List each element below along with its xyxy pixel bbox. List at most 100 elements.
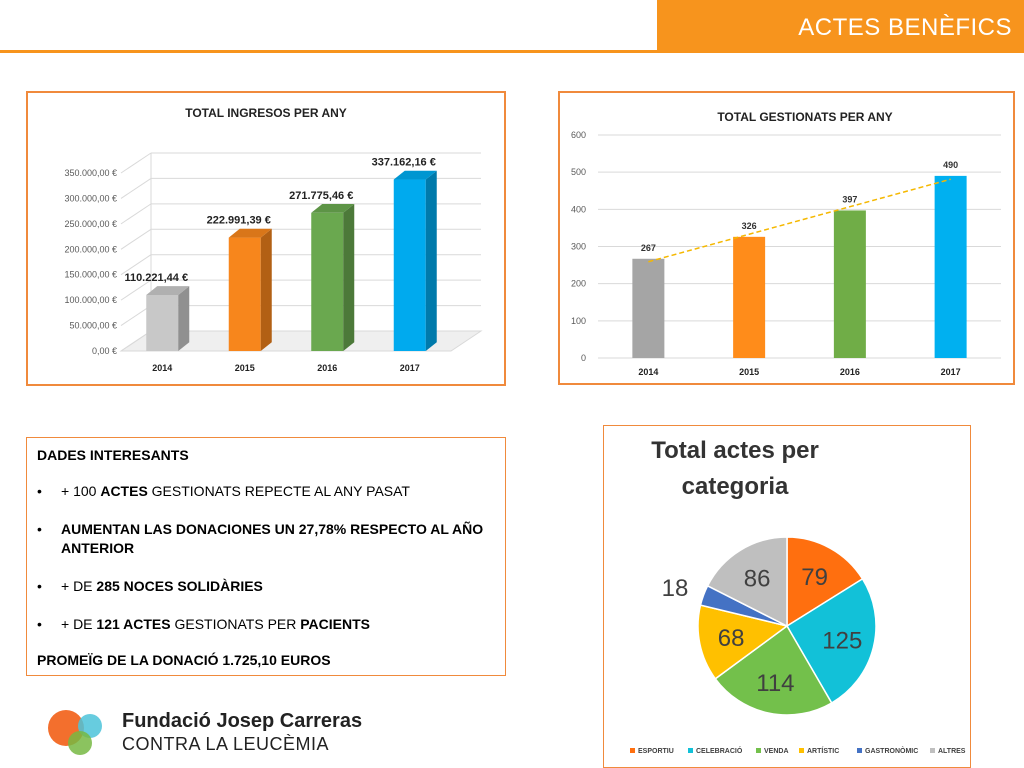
logo-fundacio: Fundació Josep Carreras CONTRA LA LEUCÈM… bbox=[46, 708, 366, 758]
header-band: ACTES BENÈFICS bbox=[657, 0, 1024, 53]
chart-title: TOTAL INGRESOS PER ANY bbox=[185, 106, 347, 120]
dades-item-text: GESTIONATS REPECTE AL ANY PASAT bbox=[147, 483, 410, 499]
bar-front bbox=[146, 294, 179, 351]
x-tick-label: 2015 bbox=[739, 367, 759, 377]
gridline-side bbox=[120, 203, 152, 225]
bar-top bbox=[146, 286, 190, 295]
header-divider-line bbox=[0, 50, 660, 53]
dades-item-bold: AUMENTAN LAS DONACIONES UN 27,78% RESPEC… bbox=[61, 521, 484, 556]
pie-data-label: 114 bbox=[756, 670, 794, 697]
legend-label: ESPORTIU bbox=[638, 748, 674, 755]
dades-item-text: + DE bbox=[61, 616, 97, 632]
chart-title: TOTAL GESTIONATS PER ANY bbox=[717, 110, 892, 124]
y-tick-label: 250.000,00 € bbox=[64, 219, 117, 229]
y-tick-label: 200.000,00 € bbox=[64, 244, 117, 254]
pie-slice bbox=[786, 536, 864, 628]
bar-side bbox=[425, 170, 437, 351]
data-label: 110.221,44 € bbox=[124, 272, 188, 284]
legend-swatch bbox=[756, 748, 761, 753]
legend-swatch bbox=[930, 748, 935, 753]
pie-slice bbox=[714, 624, 833, 716]
y-tick-label: 500 bbox=[571, 167, 586, 177]
bar-front bbox=[311, 212, 344, 351]
pie-slice bbox=[697, 604, 789, 680]
x-tick-label: 2015 bbox=[235, 363, 255, 373]
y-tick-label: 100.000,00 € bbox=[64, 295, 117, 305]
chart-total-ingresos: TOTAL INGRESOS PER ANY 0,00 € 50.000,00 € 1… bbox=[26, 91, 506, 386]
y-tick-label: 0,00 € bbox=[92, 346, 117, 356]
bar-side bbox=[260, 228, 272, 351]
bullet-icon: • bbox=[37, 483, 42, 499]
y-tick-label: 0 bbox=[581, 353, 586, 363]
pie-data-label: 125 bbox=[822, 628, 862, 655]
dades-item: • + DE 121 ACTES GESTIONATS PER PACIENTS bbox=[37, 615, 497, 634]
bullet-icon: • bbox=[37, 578, 42, 594]
bar-side bbox=[343, 203, 355, 351]
legend-label: ARTÍSTIC bbox=[807, 746, 839, 755]
y-tick-label: 300 bbox=[571, 242, 586, 252]
pie-slice bbox=[785, 577, 877, 705]
legend-swatch bbox=[630, 748, 635, 753]
x-tick-label: 2014 bbox=[152, 363, 172, 373]
pie-data-label: 79 bbox=[801, 564, 828, 591]
bar-top bbox=[228, 228, 272, 238]
x-tick-label: 2016 bbox=[317, 363, 337, 373]
legend-label: ALTRES bbox=[938, 748, 966, 755]
dades-footer: PROMEÏG DE LA DONACIÓ 1.725,10 EUROS bbox=[37, 652, 331, 668]
bar-top bbox=[311, 203, 355, 213]
chart-actes-categoria: Total actes per categoria 79 125 114 68 18 86 ES… bbox=[603, 425, 971, 768]
dades-item: • + 100 ACTES GESTIONATS REPECTE AL ANY P… bbox=[37, 482, 497, 501]
data-label: 490 bbox=[943, 160, 958, 170]
logo-text-name: Fundació Josep Carreras bbox=[122, 710, 363, 732]
dades-list: • + 100 ACTES GESTIONATS REPECTE AL ANY P… bbox=[37, 482, 497, 653]
x-tick-label: 2017 bbox=[400, 363, 420, 373]
dades-item-bold: 121 ACTES bbox=[96, 616, 171, 632]
gridline-side bbox=[120, 305, 152, 326]
data-label: 337.162,16 € bbox=[372, 157, 436, 169]
dades-title: DADES INTERESANTS bbox=[37, 447, 189, 463]
chart-title: categoria bbox=[682, 473, 789, 500]
page-title: ACTES BENÈFICS bbox=[798, 14, 1012, 41]
pie-data-label: 18 bbox=[662, 575, 689, 602]
dades-item: • + DE 285 NOCES SOLIDÀRIES bbox=[37, 577, 497, 596]
pie-data-label: 86 bbox=[744, 565, 771, 592]
y-tick-label: 50.000,00 € bbox=[69, 321, 117, 331]
dades-item-bold: ACTES bbox=[100, 483, 148, 499]
legend-label: VENDA bbox=[764, 748, 789, 755]
data-label: 267 bbox=[641, 243, 656, 253]
bar bbox=[632, 258, 665, 358]
logo-text-subtitle: CONTRA LA LEUCÈMIA bbox=[122, 734, 330, 754]
dades-item-text: GESTIONATS PER bbox=[170, 616, 301, 632]
bar-side bbox=[178, 286, 190, 351]
pie-data-label: 68 bbox=[718, 625, 745, 652]
bar bbox=[934, 175, 967, 358]
gridline-side bbox=[120, 178, 152, 199]
y-tick-label: 100 bbox=[571, 316, 586, 326]
bullet-icon: • bbox=[37, 521, 42, 537]
y-tick-label: 350.000,00 € bbox=[64, 168, 117, 178]
dades-interesants-box: DADES INTERESANTS • + 100 ACTES GESTIONAT… bbox=[26, 437, 506, 676]
bar bbox=[833, 210, 866, 358]
trendline bbox=[648, 178, 951, 263]
y-tick-label: 150.000,00 € bbox=[64, 270, 117, 280]
gridline-side bbox=[120, 279, 152, 301]
bullet-icon: • bbox=[37, 616, 42, 632]
legend-swatch bbox=[799, 748, 804, 753]
y-tick-label: 300.000,00 € bbox=[64, 193, 117, 203]
logo-circles-icon bbox=[48, 710, 102, 755]
y-tick-label: 200 bbox=[571, 279, 586, 289]
chart-pie-svg: Total actes per categoria 79 125 114 68 18 86 ES… bbox=[630, 437, 966, 755]
data-label: 222.991,39 € bbox=[207, 215, 271, 227]
x-tick-label: 2016 bbox=[840, 367, 860, 377]
chart-ingresos-svg: TOTAL INGRESOS PER ANY 0,00 € 50.000,00 € 1… bbox=[64, 106, 483, 373]
chart-total-gestionats: TOTAL GESTIONATS PER ANY 0 100 200 300 400 500… bbox=[558, 91, 1015, 385]
dades-item-bold: 285 NOCES SOLIDÀRIES bbox=[96, 578, 263, 594]
gridline-side bbox=[120, 152, 152, 174]
gridline-side bbox=[120, 330, 152, 352]
dades-item-bold: PACIENTS bbox=[300, 616, 370, 632]
pie-slice bbox=[706, 536, 788, 628]
bar-top bbox=[393, 170, 437, 180]
chart-title: Total actes per bbox=[651, 437, 819, 464]
chart-gestionats-svg: TOTAL GESTIONATS PER ANY 0 100 200 300 400 500… bbox=[571, 110, 1001, 377]
data-label: 397 bbox=[842, 194, 857, 204]
